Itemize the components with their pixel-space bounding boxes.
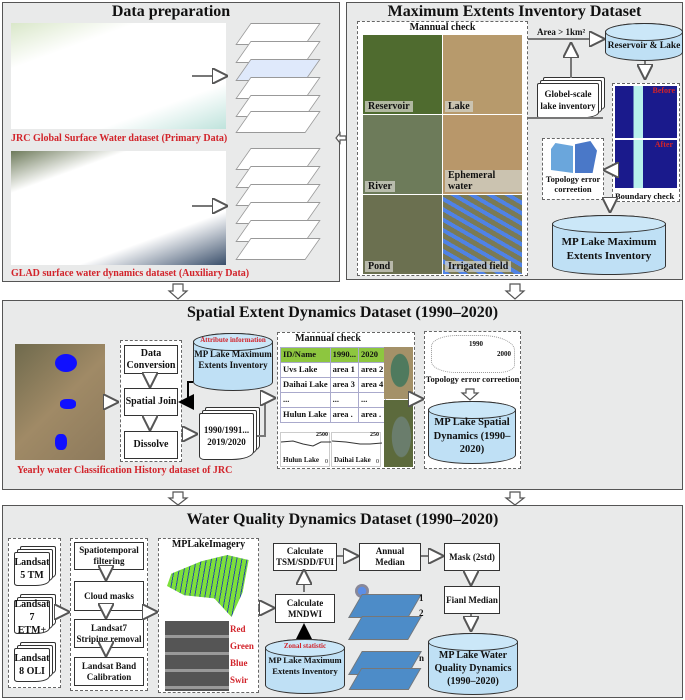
water-quality-db: MP Lake Water Quality Dynamics (1990–202… bbox=[428, 633, 518, 695]
max-extents-inventory-db: MP Lake Maximum Extents Inventory bbox=[552, 215, 666, 275]
step-cloud-masks: Cloud masks bbox=[74, 581, 144, 611]
step-dissolve: Dissolve bbox=[124, 431, 178, 459]
glad-map-image bbox=[11, 151, 226, 265]
lake-image-hulun bbox=[384, 400, 413, 467]
lake-image-uvs bbox=[384, 347, 413, 399]
zonal-db: Zonal statistic MP Lake Maximum Extents … bbox=[265, 639, 345, 694]
mask-2std: Mask (2std) bbox=[444, 543, 500, 571]
step-data-conversion: Data Conversion bbox=[124, 345, 178, 374]
imagery-title: MPLakeImagery bbox=[171, 539, 246, 550]
reservoir-lake-db: Reservoir & Lake bbox=[605, 23, 683, 61]
flow-arrow bbox=[504, 283, 526, 300]
jrc-caption: JRC Global Surface Water dataset (Primar… bbox=[11, 133, 228, 144]
lake-area-table: ID/Name 1990... 2020 Uvs Lake area 1 area 2 … bbox=[280, 347, 387, 423]
table-header: ID/Name 1990... 2020 bbox=[280, 347, 387, 363]
mongolia-map bbox=[431, 335, 515, 373]
tile-grid-map bbox=[167, 555, 249, 617]
area-filter-label: Area > 1km² bbox=[537, 27, 586, 37]
polygon-icon bbox=[575, 141, 597, 173]
tile-river: River bbox=[363, 115, 442, 194]
attribute-db: Attribute information MP Lake Maximum Ex… bbox=[193, 333, 273, 391]
landsat-7-doc: Landsat 7 ETM+ bbox=[14, 598, 50, 636]
topology-label: Topology error correetion bbox=[545, 174, 601, 194]
imagery-box: MPLakeImagery Red Green Blue Swir bbox=[158, 538, 259, 693]
calc-tsm-sdd-fui: Calculate TSM/SDD/FUI bbox=[273, 543, 337, 571]
landsat-5-doc: Landsat 5 TM bbox=[14, 552, 50, 586]
flow-arrow bbox=[167, 491, 189, 506]
tile-pond: Pond bbox=[363, 195, 442, 274]
panel-title: Data preparation bbox=[111, 3, 231, 20]
step-striping-removal: Landsat7 Striping removal bbox=[74, 619, 144, 648]
calc-mndwi: Calculate MNDWI bbox=[275, 594, 335, 623]
daihai-line bbox=[332, 440, 382, 445]
boundary-check-label: Boundary check bbox=[615, 190, 675, 201]
polygon-icon bbox=[551, 143, 573, 173]
yearly-files-doc: 1990/1991... 2019/2020 bbox=[199, 413, 254, 460]
panel-title: Maximum Extents Inventory Dataset bbox=[387, 3, 642, 20]
manual-check-label: Mannual check bbox=[295, 333, 361, 344]
tile-ephemeral-water: Ephemeral water bbox=[443, 115, 522, 194]
table-row: Uvs Lake area 1 area 2 bbox=[280, 362, 387, 378]
topology-label: Topology error correetion bbox=[425, 374, 520, 384]
panel-title: Water Quality Dynamics Dataset (1990–202… bbox=[186, 511, 499, 528]
step-spatiotemporal-filtering: Spatiotemporal filtering bbox=[74, 542, 144, 570]
jrc-yearly-caption: Yearly water Classification History data… bbox=[17, 465, 233, 476]
data-preparation-panel: Data preparation JRC Global Surface Wate… bbox=[2, 2, 340, 282]
manual-check-box: Mannual check ID/Name 1990... 2020 Uvs Lak… bbox=[277, 332, 415, 469]
water-quality-panel: Water Quality Dynamics Dataset (1990–202… bbox=[2, 505, 683, 698]
flow-arrow bbox=[504, 491, 526, 506]
tile-irrigated-field: Irrigated field bbox=[443, 195, 522, 274]
glad-caption: GLAD surface water dynamics dataset (Aux… bbox=[11, 268, 250, 279]
hulun-chart: 2500 0 Hulun Lake bbox=[280, 432, 331, 467]
hulun-line bbox=[281, 440, 331, 447]
jrc-map-image bbox=[11, 23, 226, 129]
step-band-calibration: Landsat Band Calibration bbox=[74, 657, 144, 686]
step-spatial-join: Spatial Join bbox=[124, 388, 178, 416]
annual-median: Annual Median bbox=[359, 543, 421, 571]
table-row: ......... bbox=[280, 392, 387, 408]
final-median: Fianl Median bbox=[444, 586, 500, 614]
manual-check-box: Mannual check Reservoir Lake River Ephem… bbox=[357, 21, 528, 276]
topology-box: Topology error correetion bbox=[542, 138, 604, 200]
daihai-chart: 250 0 Daihai Lake bbox=[331, 432, 382, 467]
table-row: Hulun Lake area . area . bbox=[280, 407, 387, 423]
jrc-yearly-image bbox=[15, 344, 105, 460]
tile-lake: Lake bbox=[443, 35, 522, 114]
table-row: Daihai Lake area 3 area 4 bbox=[280, 377, 387, 393]
panel-title: Spatial Extent Dynamics Dataset (1990–20… bbox=[186, 304, 499, 321]
after-image: After bbox=[615, 140, 677, 188]
before-image: Before bbox=[615, 86, 677, 138]
spatial-dynamics-panel: Spatial Extent Dynamics Dataset (1990–20… bbox=[2, 300, 683, 490]
boundary-check-box: Before After Boundary check bbox=[612, 83, 680, 202]
landsat-8-doc: Landsat 8 OLI bbox=[14, 648, 50, 682]
manual-check-label: Mannual check bbox=[409, 22, 476, 33]
spatial-dynamics-db: MP Lake Spatial Dynamics (1990–2020) bbox=[428, 401, 516, 464]
tile-reservoir: Reservoir bbox=[363, 35, 442, 114]
band-stack bbox=[165, 621, 229, 691]
flow-arrow bbox=[167, 283, 189, 300]
global-inventory-doc: Globel-scale lake inventory bbox=[537, 83, 599, 119]
max-extents-panel: Maximum Extents Inventory Dataset Mannua… bbox=[346, 2, 683, 280]
